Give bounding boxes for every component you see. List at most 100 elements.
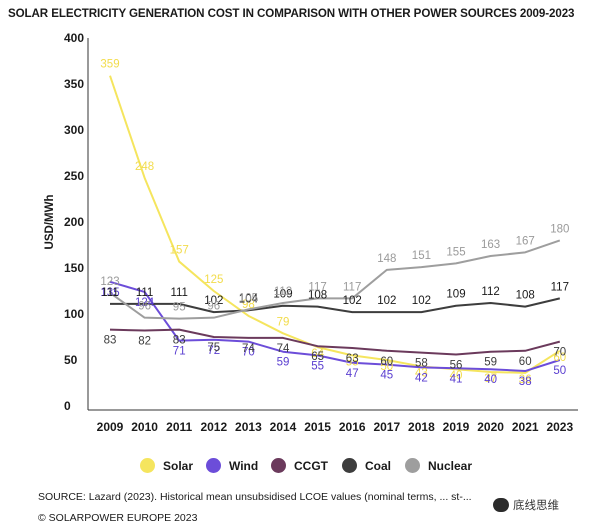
data-label-coal: 108: [516, 290, 535, 302]
data-label-coal: 112: [481, 286, 499, 298]
data-label-coal: 102: [343, 295, 362, 307]
data-label-wind: 40: [484, 374, 497, 386]
data-label-coal: 111: [170, 287, 187, 299]
data-label-solar: 60: [553, 352, 566, 364]
data-label-nuclear: 163: [481, 239, 500, 251]
data-label-nuclear: 95: [173, 302, 186, 314]
solar-swatch: [140, 458, 155, 473]
x-tick-label: 2018: [408, 420, 435, 434]
x-tick-label: 2020: [477, 420, 504, 434]
data-label-nuclear: 117: [308, 281, 326, 293]
x-tick-label: 2010: [131, 420, 158, 434]
legend-label-nuclear: Nuclear: [428, 458, 473, 473]
data-label-nuclear: 167: [516, 235, 535, 247]
y-axis-label: USD/MWh: [44, 195, 56, 250]
data-label-ccgt: 74: [242, 343, 255, 355]
data-label-wind: 50: [553, 365, 566, 377]
x-tick-label: 2015: [304, 420, 331, 434]
data-label-ccgt: 63: [346, 353, 359, 365]
x-tick-label: 2023: [546, 420, 573, 434]
x-tick-label: 2017: [373, 420, 400, 434]
series-line-ccgt: [109, 328, 561, 356]
y-tick-label: 100: [64, 307, 84, 321]
legend: Solar Wind CCGT Coal Nuclear: [0, 458, 592, 478]
x-tick-label: 2013: [235, 420, 262, 434]
y-tick-label: 350: [64, 77, 84, 91]
watermark: 底线思维: [490, 496, 562, 514]
data-label-coal: 102: [377, 295, 396, 307]
series-line-coal: [110, 297, 561, 314]
data-label-nuclear: 117: [343, 281, 361, 293]
x-tick-label: 2009: [97, 420, 124, 434]
data-label-ccgt: 56: [450, 359, 463, 371]
data-label-solar: 79: [277, 316, 290, 328]
x-tick-label: 2011: [166, 420, 192, 434]
coal-swatch: [342, 458, 357, 473]
legend-item-wind: Wind: [206, 458, 258, 473]
legend-item-solar: Solar: [140, 458, 193, 473]
data-label-wind: 47: [346, 368, 359, 380]
data-label-nuclear: 112: [274, 286, 292, 298]
data-label-solar: 125: [204, 274, 223, 286]
data-label-wind: 42: [415, 372, 428, 384]
copyright-note: © SOLARPOWER EUROPE 2023: [38, 512, 198, 524]
data-label-solar: 157: [170, 245, 189, 257]
data-label-nuclear: 148: [377, 253, 396, 265]
data-label-nuclear: 123: [100, 276, 119, 288]
watermark-text: 底线思维: [513, 500, 559, 512]
data-label-wind: 41: [450, 373, 463, 385]
data-label-nuclear: 96: [138, 301, 151, 313]
data-label-wind: 72: [207, 345, 220, 357]
data-label-ccgt: 59: [484, 357, 497, 369]
data-label-solar: 55: [346, 356, 359, 368]
data-label-ccgt: 65: [311, 351, 324, 363]
data-label-ccgt: 82: [138, 336, 151, 348]
y-tick-label: 200: [64, 215, 84, 229]
series-line-wind: [109, 280, 561, 373]
data-label-coal: 109: [446, 289, 465, 301]
data-label-coal: 104: [239, 293, 259, 305]
data-label-solar: 98: [242, 299, 255, 311]
series-line-nuclear: [109, 239, 561, 320]
data-label-coal: 111: [136, 287, 153, 299]
legend-label-solar: Solar: [163, 458, 194, 473]
legend-label-ccgt: CCGT: [294, 458, 328, 473]
chart-title: SOLAR ELECTRICITY GENERATION COST IN COM…: [8, 7, 575, 20]
legend-label-coal: Coal: [365, 458, 392, 473]
data-label-nuclear: 155: [446, 246, 465, 258]
data-label-solar: 64: [311, 348, 324, 360]
data-label-coal: 109: [273, 289, 292, 301]
y-tick-label: 300: [64, 123, 84, 137]
source-note: SOURCE: Lazard (2023). Historical mean u…: [38, 491, 472, 503]
data-label-coal: 111: [101, 287, 118, 299]
data-label-ccgt: 60: [519, 356, 532, 368]
wind-swatch: [206, 458, 221, 473]
legend-item-coal: Coal: [342, 458, 391, 473]
x-tick-label: 2021: [512, 420, 539, 434]
data-label-solar: 50: [380, 361, 393, 373]
y-tick-label: 250: [64, 169, 84, 183]
data-label-solar: 36: [519, 374, 532, 386]
data-label-coal: 102: [204, 295, 223, 307]
x-tick-label: 2019: [443, 420, 470, 434]
axes: 0 50 100 150 200 250 300 350 400 USD/MWh 2009 2010 2…: [44, 31, 578, 434]
data-label-solar: 40: [450, 370, 463, 382]
y-tick-label: 0: [64, 399, 71, 413]
data-label-nuclear: 105: [239, 292, 258, 304]
data-label-ccgt: 75: [207, 342, 220, 354]
data-label-solar: 43: [415, 367, 428, 379]
data-label-wind: 124: [135, 297, 155, 309]
series-lines: [109, 75, 561, 374]
data-label-ccgt: 83: [173, 335, 186, 347]
nuclear-swatch: [405, 458, 420, 473]
data-label-coal: 108: [308, 290, 327, 302]
x-tick-label: 2012: [200, 420, 227, 434]
series-line-solar: [109, 75, 561, 374]
x-tick-label: 2016: [339, 420, 366, 434]
data-label-nuclear: 96: [207, 301, 220, 313]
data-label-ccgt: 70: [553, 347, 566, 359]
data-label-wind: 135: [100, 287, 119, 299]
data-label-solar: 248: [135, 161, 154, 173]
data-label-wind: 45: [380, 370, 393, 382]
